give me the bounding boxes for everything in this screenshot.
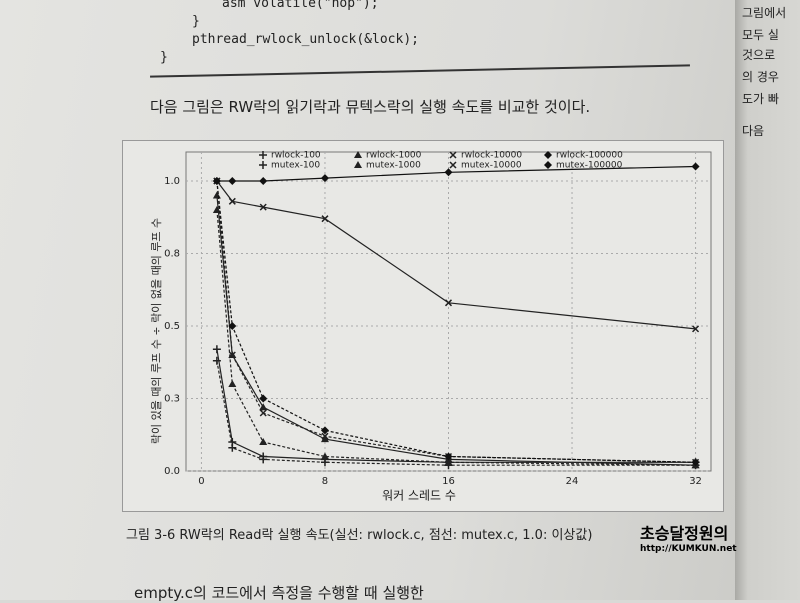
legend-label: mutex-100 (271, 161, 320, 171)
y-axis-label: 락이 있을 때의 루프 수 ÷ 락이 없을 때의 루프 수 (150, 218, 163, 444)
legend-label: rwlock-100 (271, 151, 321, 161)
divider (150, 64, 690, 78)
marker (444, 452, 453, 461)
y-tick-label: 0.5 (164, 321, 180, 332)
intro-text: 다음 그림은 RW락의 읽기락과 뮤텍스락의 실행 속도를 비교한 것이다. (150, 98, 591, 116)
marker (259, 177, 268, 185)
watermark-title: 초승달정원의 (640, 524, 729, 543)
side-text: 그림에서 (742, 6, 787, 20)
marker (320, 174, 329, 183)
marker (259, 394, 268, 403)
legend-marker (544, 161, 552, 169)
legend-label: rwlock-10000 (461, 151, 522, 161)
marker (321, 215, 329, 223)
marker (691, 458, 700, 467)
marker (259, 409, 267, 417)
marker (228, 351, 236, 359)
series-line (216, 195, 696, 466)
marker (212, 191, 221, 199)
marker (212, 177, 221, 185)
y-tick-label: 0.8 (164, 249, 180, 260)
y-tick-label: 0.3 (164, 394, 180, 405)
marker (444, 168, 453, 177)
legend-marker (449, 151, 457, 159)
series-line (216, 180, 696, 330)
x-tick-label: 0 (198, 476, 204, 487)
code-line: } (160, 50, 168, 65)
x-tick-label: 24 (566, 476, 579, 487)
marker (228, 197, 236, 205)
marker (320, 435, 329, 443)
legend-marker (259, 161, 267, 169)
marker (444, 458, 453, 466)
marker (320, 452, 329, 460)
marker (444, 299, 453, 307)
side-text: 모두 실 (742, 28, 779, 42)
side-text: 도가 빠 (742, 92, 779, 106)
marker (228, 322, 237, 330)
code-line: } (192, 14, 200, 29)
chart: 워커 스레드 수 락이 있을 때의 루프 수 ÷ 락이 없을 때의 루프 수 0… (150, 151, 712, 503)
series-line (216, 180, 696, 463)
marker (320, 426, 329, 435)
marker (212, 356, 221, 365)
series-line (216, 349, 696, 463)
legend-marker (449, 161, 457, 169)
x-axis-label: 워커 스레드 수 (382, 489, 456, 503)
marker (259, 403, 268, 411)
marker (212, 206, 221, 213)
legend-label: mutex-100000 (556, 161, 623, 171)
legend-label: mutex-1000 (366, 161, 421, 171)
x-tick-label: 32 (689, 476, 702, 487)
legend-label: mutex-10000 (461, 161, 522, 171)
legend-marker (354, 151, 362, 158)
marker (259, 203, 267, 211)
code-line: asm volatile("nop"); (222, 0, 379, 11)
marker (228, 177, 237, 185)
legend-marker (544, 151, 552, 159)
legend-label: rwlock-1000 (366, 151, 422, 161)
watermark: 초승달정원의 http://KUMKUN.net (640, 520, 737, 554)
side-text: 것으로 (742, 48, 776, 62)
marker (228, 380, 237, 387)
side-text: 다음 (742, 124, 765, 138)
x-tick-label: 16 (442, 476, 455, 487)
marker (320, 458, 329, 467)
x-tick-label: 8 (322, 476, 328, 487)
y-tick-label: 0.0 (164, 466, 180, 477)
caption: 그림 3-6 RW락의 Read락 실행 속도(실선: rwlock.c, 점선… (126, 528, 593, 543)
marker (321, 432, 329, 440)
y-tick-label: 1.0 (164, 176, 180, 187)
marker (692, 325, 700, 333)
marker (259, 438, 268, 445)
marker (228, 443, 237, 452)
body-text: empty.c의 코드에서 측정을 수행할 때 실행한 (134, 584, 424, 602)
marker (212, 345, 221, 354)
marker (259, 455, 268, 464)
legend-label: rwlock-100000 (556, 151, 623, 161)
code-line: pthread_rwlock_unlock(&lock); (192, 32, 419, 47)
next-page (735, 0, 800, 600)
legend-marker (259, 151, 267, 159)
marker (691, 162, 700, 171)
chart-frame: 워커 스레드 수 락이 있을 때의 루프 수 ÷ 락이 없을 때의 루프 수 0… (122, 140, 724, 512)
watermark-url: http://KUMKUN.net (640, 544, 737, 554)
side-text: 의 경우 (742, 70, 779, 84)
series-line (216, 360, 696, 466)
legend-marker (354, 161, 362, 168)
series-line (216, 209, 696, 466)
